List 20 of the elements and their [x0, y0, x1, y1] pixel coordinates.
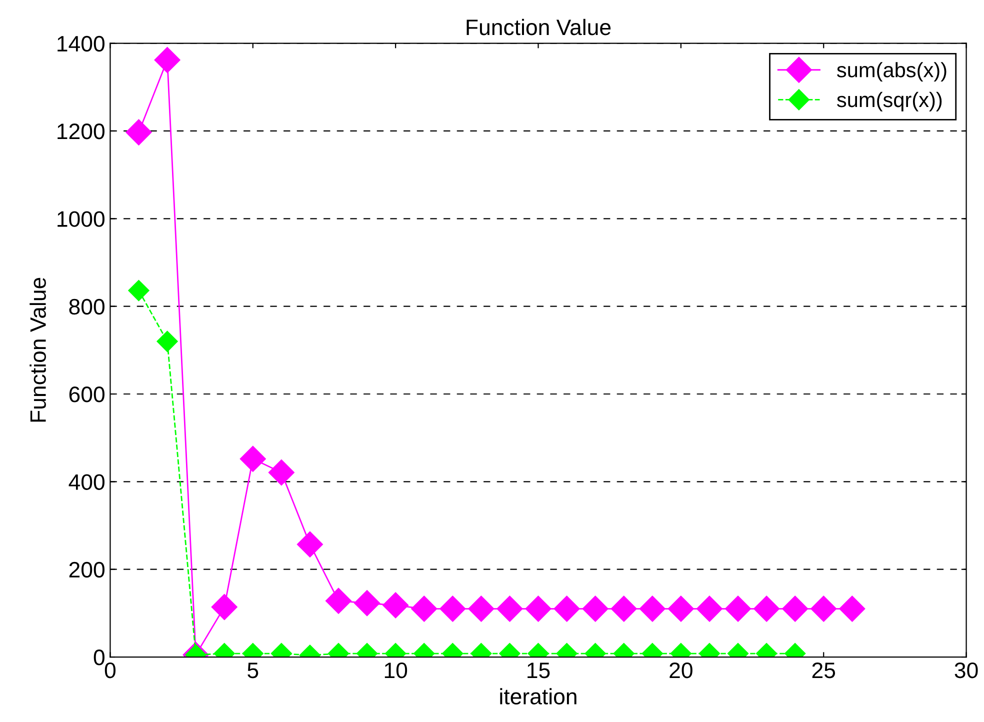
y-tick-label: 600 — [69, 386, 104, 402]
x-axis-title: iteration — [500, 688, 576, 704]
y-tick-label: 200 — [69, 562, 104, 578]
y-axis-title: Function Value — [30, 278, 46, 422]
y-tick-label: 400 — [68, 474, 104, 490]
x-tick-label: 25 — [812, 662, 836, 678]
y-tick-label: 1400 — [58, 36, 104, 52]
x-tick-label: 0 — [104, 662, 116, 678]
x-tick-label: 5 — [248, 662, 258, 678]
y-tick-label: 1000 — [58, 211, 104, 227]
x-tick-label: 15 — [528, 662, 550, 678]
x-tick-label: 30 — [954, 662, 978, 678]
x-tick-label: 10 — [384, 662, 408, 678]
y-tick-label: 800 — [69, 298, 104, 315]
x-tick-label: 20 — [670, 662, 692, 678]
legend-label: sum(sqr(x)) — [837, 92, 942, 112]
legend-label: sum(abs(x)) — [837, 62, 946, 82]
y-tick-label: 1200 — [58, 124, 104, 140]
y-tick-label: 0 — [94, 650, 104, 666]
chart-title: Function Value — [466, 18, 611, 36]
